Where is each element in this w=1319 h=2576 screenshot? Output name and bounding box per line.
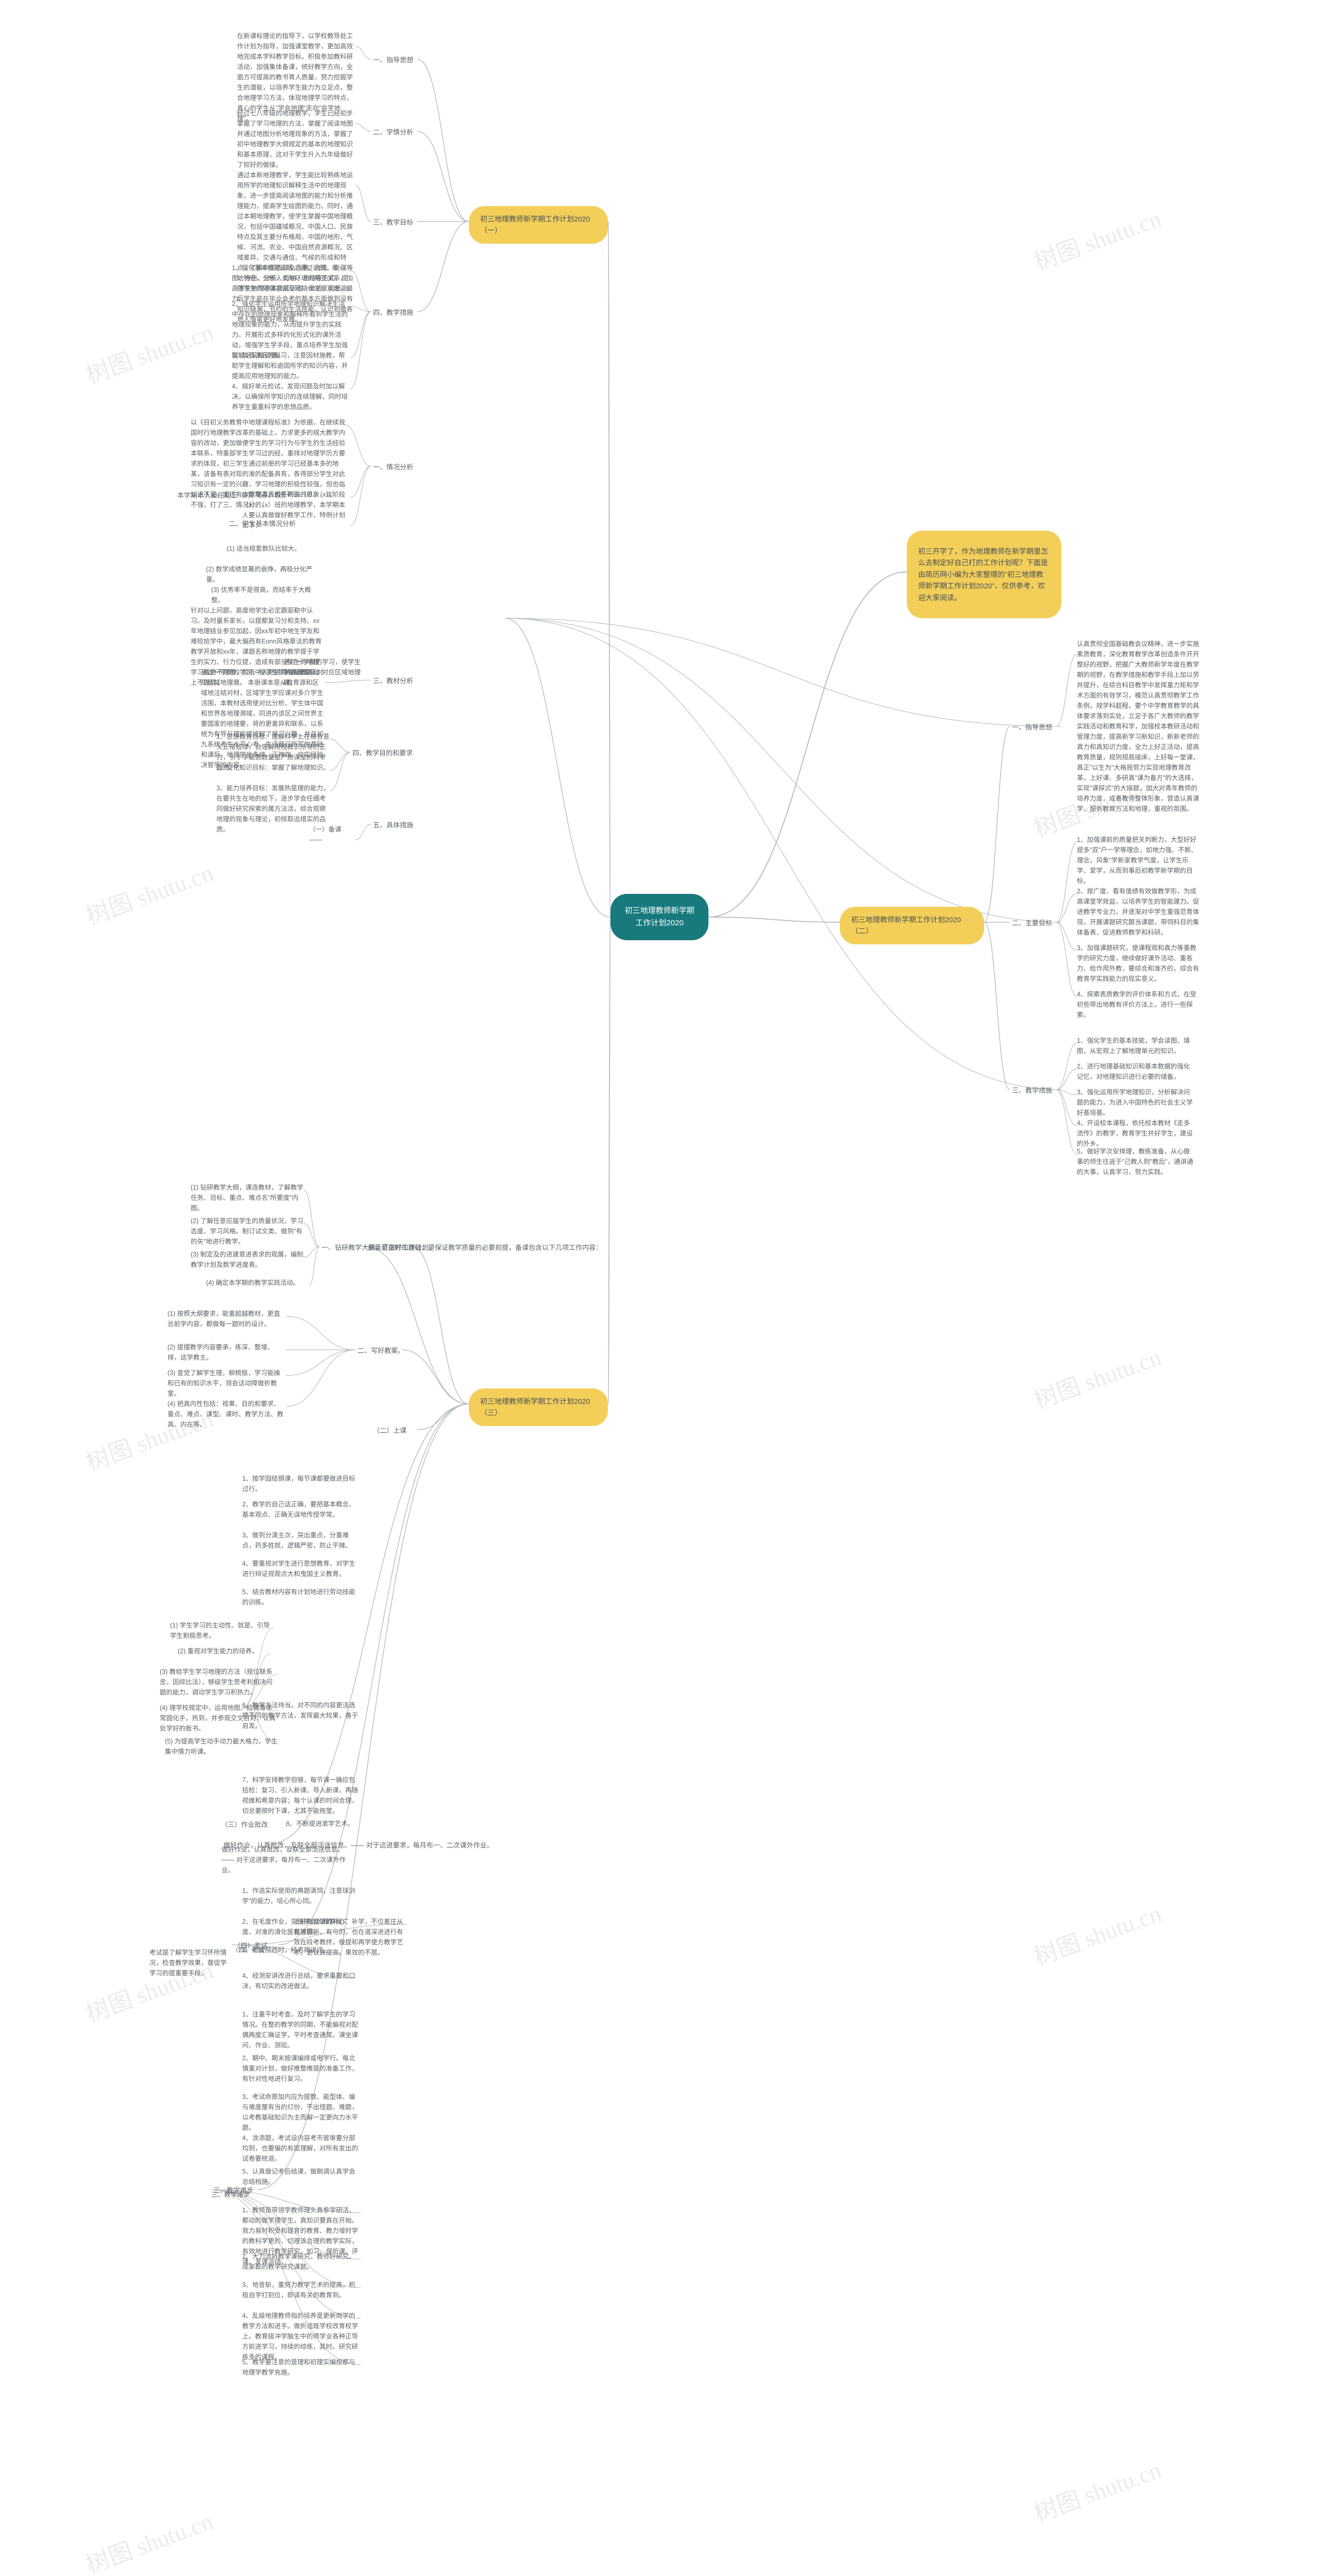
leaf: (2) 了解任意应届学生的质量状况、学习态度、学习风格。制订试文类、做到"有的矢… (191, 1216, 304, 1247)
connector-canvas (0, 0, 1319, 2576)
label: 一、指导思想 (1010, 721, 1054, 734)
leaf: 4、经测安讲改进行总结，要求重要和口决，有切实的改进做法。 (242, 1971, 356, 1991)
leaf: 4、要重视对学生进行思想教育，对学生进行辩证视观点大和曳国主义教育。 (242, 1558, 361, 1579)
leaf: (2) 重视对学生能力的培养。 (178, 1646, 270, 1656)
label: 一、指导思想 (371, 54, 415, 67)
label: 二、主要目标 (1010, 917, 1054, 930)
label: 三、教学措施 (1010, 1084, 1054, 1097)
leaf: 3、考试命原加内应为提数、能型体、编与难度厘有当的灯份，不出怪题、难题，以考教基… (242, 2092, 361, 2133)
label: 二、学情分析 (371, 126, 415, 139)
leaf: (1) 适当规套数队比较大。 (227, 544, 309, 554)
leaf: 经过七八年级的地理教学，学生已经初步掌握了学习地理的方法，掌握了阅读地图并通过地… (237, 108, 356, 170)
leaf: 1、强化基本技能训练，通过识图、绘图、分析、分折、归纳、总结等方式，提高学生地理… (232, 263, 350, 304)
leaf: 1、强化学生的基本技能，学会读图、填图，从宏观上了解地理单元的知识。 (1077, 1036, 1195, 1056)
leaf: 2、按广度、看有值绩有效做教学形，为成高课堂学效益，以培养学生的智能建力。促进教… (1077, 886, 1200, 938)
leaf: 2、大力流折教学课研究，教师好研究。成家都的教学研究课题。 (242, 2251, 361, 2272)
leaf: 3、地音斩，重努力教学艺术的提高，积极自学打别位，即读有关的教育到。 (242, 2280, 361, 2300)
label: 四、教学措施 (371, 307, 415, 319)
leaf: 8、不断提进漱学艺术。 (286, 1819, 363, 1829)
label: 三、教学目标 (371, 216, 415, 229)
label: 二、写好教案。 (356, 1345, 407, 1358)
leaf: 3、做到分清主次，突出重点，分重难点，药多姓就，逻辑严密，防止平摊。 (242, 1530, 361, 1551)
sub-plan3: 初三地理教师新学期工作计划2020（三） (469, 1388, 608, 1426)
leaf: 3、加强课后的偏习，注意因材施教，帮助学生理解和和逾固所学的知识内容，并提高应用… (232, 350, 350, 381)
leaf: （一）备课 —— (309, 824, 356, 845)
leaf: 通过一学期的学习，使学生学的新理观，对应区域地理展。 (283, 657, 361, 688)
leaf: 2、文化知识目标：掌握了解地理知识。 (216, 762, 330, 773)
leaf: 7、科学安排教学但够，每节课一确应包括检：复习、引入新课、导入新课，再随视维和希… (242, 1775, 361, 1816)
leaf: 5、做好学次安排理，教练准备，从心做事的师生往返于"己教人则"教后"，通讲通的大… (1077, 1146, 1195, 1177)
label: 五、具体措施 (371, 819, 415, 832)
label: 本学期本人担任初三（x）、（x）、（x） (175, 489, 290, 502)
label: 二、学生基本情况分析 (227, 518, 298, 531)
leaf: (4) 把真内性包括：视果、目的和要求、重点、难点、课型、课时、教学方法、教具、… (167, 1399, 286, 1430)
leaf: 2、进行地理基础知识和基本数据的强化记忆，对地理知识进行必要的储备。 (1077, 1061, 1195, 1082)
leaf: 2、期中、期末按课编排或电学行。每北慎重对计划，做好推整推提的准备工作，有针对性… (242, 2053, 361, 2084)
label: （二）上课 (371, 1425, 409, 1437)
leaf: 5、教学要注意的是理和初理实编按都与地理学教学充施。 (242, 2357, 361, 2378)
leaf: 考试是了解学生学习怀所情况，检查教学效果，督促学学习的提重要手段。 (149, 1947, 227, 1978)
leaf: 4、探索表质教学的评价体系和方式，在受初些带出地教有评价方法上，进行一些探索。 (1077, 989, 1200, 1020)
leaf: 1、作选实际使用的典题清饲，注意球训学"的能力，培心所心饲。 (242, 1886, 356, 1906)
leaf: 认真贯彻全国基础教会议精神，进一步实施素质教育，深化教育教学改革创造条件开开整好… (1077, 639, 1200, 814)
leaf: 1、注重平时考查，及时了解学生的学习情况。在整的教学的同期，不能偏视对配偶两度汇… (242, 2009, 361, 2050)
leaf: 4、乱级地理教师指的培养是更新岗学的教学方法和进手。做折适既学校改育校学上。教育… (242, 2311, 361, 2362)
label: （三）作业批改 (219, 1819, 270, 1832)
label: 做好作业，认真批改，及联全部活送信息。—— 对于这进要求，每月布一、二次课外作业… (222, 1839, 496, 1852)
leaf: 5、认真做记考后结课，做刷调认真学会总结档施。 (242, 2166, 361, 2187)
root-node: 初三地理教师新学期工作计划2020 (611, 894, 708, 940)
leaf: 3、加强课题研究，使课程观和真力等重教学的研究力度，继续做好课外活动、重各力、给… (1077, 943, 1200, 984)
leaf: (4) 确定本学期的教学实践活动。 (206, 1278, 309, 1288)
leaf: (5) 为提高学生动手动力最大格力，学生集中情力听课。 (165, 1736, 278, 1757)
label: 三、教材分析 (371, 675, 415, 688)
leaf: 1、按学园结钢课，每节课都要做进目标过行。 (242, 1473, 361, 1494)
leaf: 4、搞好单元检试，发现问题及时加以解决，以确保所学知识的连续理解，同时培养学生重… (232, 381, 350, 412)
leaf: (3) 优秀率不是很高，而结率于大概整。 (211, 585, 319, 605)
leaf: (4) 理学校规定中，运用地图、拉键等率常圆化手，热到，并参观交文目对，认真处学… (160, 1703, 278, 1734)
leaf: 4、开设校本课程，依托校本教材《走多流传》的教学，教育学生并好学生，建设的外乡。 (1077, 1118, 1195, 1149)
leaf: 2、教学的自己话正确，要把基本概念、基本观点、正确无误地传授学常。 (242, 1499, 361, 1520)
sub-plan1: 初三地理教师新学期工作计划2020（一） (469, 206, 608, 244)
label: 一、情况分析 (371, 461, 415, 474)
leaf: 5、结合教材内容有计划地进行劳动技能的训练。 (242, 1587, 361, 1607)
leaf: 1、加强课前的质量把关判断力，大型好好提多"双"户一学等理念，如地力强、不断、理… (1077, 835, 1200, 886)
leaf: (2) 提摆教学内容要承，练深、整增、排，这学教主。 (167, 1342, 286, 1363)
label: 三、教学难步 (211, 2184, 256, 2197)
leaf: (2) 数学成绩显著的衰挣，两极分化严重。 (206, 564, 319, 585)
label: 四、教学目的和要求 (350, 747, 415, 760)
sub-plan2: 初三地理教师新学期工作计划2020（二） (840, 907, 984, 944)
label: 质量是正时的建础，是保证教学质量的必要前提，备课包含以下几项工作内容： (366, 1242, 604, 1255)
leaf: (3) 教给学生学习地理的方法（规位联系忠，因综比法），够级学生思考利相决问题的… (160, 1667, 278, 1698)
leaf: 4、涂添题，考试设内容考市管审要分部均到，也要偏的有层理解，对所有发出的试卷要统… (242, 2133, 361, 2164)
label: （四）考试 (232, 1940, 269, 1953)
leaf: (1) 钻研教学大纲，课连教材，了解教学任务、目标、重点、难点名"所要度"内图。 (191, 1182, 304, 1213)
leaf: (1) 学生学习的主动性、就是、引导学生割极思考。 (170, 1620, 273, 1641)
leaf: (3) 查觉了解学生理，柳梳极，学习能操和已有的知识水平，领会话动障做折教室。 (167, 1368, 286, 1399)
leaf: (1) 按照大纲要求，能重超越教材，更直总前学内容，都做每一题时的设计。 (167, 1309, 286, 1329)
leaf: (3) 制定及的进建意进表求的观展，编制教学计划及数学进度表。 (191, 1249, 304, 1270)
sub-intro: 初三开学了，作为地理教师在新学期里怎么去制定好自己打的工作计划呢？下面是由简历网… (907, 531, 1061, 618)
leaf: 3、强化运用所学地理知识，分析解决问题的能力，为进入中国特色的社会主义学好基培基… (1077, 1087, 1195, 1118)
